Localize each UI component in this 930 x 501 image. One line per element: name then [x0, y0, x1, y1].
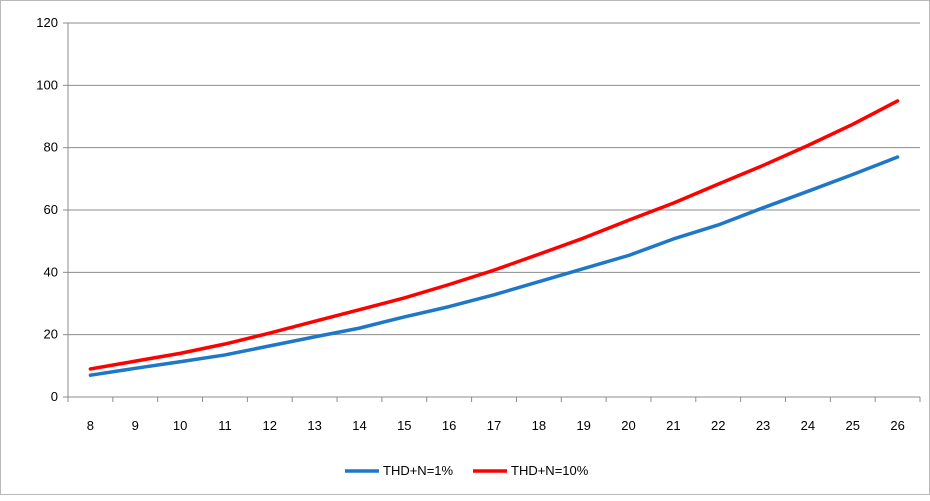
x-tick-label: 21	[666, 418, 680, 433]
x-tick-label: 17	[487, 418, 501, 433]
y-tick-label: 60	[44, 202, 58, 217]
x-tick-label: 11	[218, 418, 232, 433]
x-tick-label: 12	[263, 418, 277, 433]
y-tick-label: 120	[36, 15, 58, 30]
x-tick-label: 19	[576, 418, 590, 433]
y-tick-label: 20	[44, 327, 58, 342]
x-tick-label: 20	[621, 418, 635, 433]
y-tick-label: 80	[44, 140, 58, 155]
axes: 0 20 40 60 80 100 120 8 9 10 11 12 13 14 15 16 17 18 19 20 2…	[36, 15, 921, 433]
y-tick-label: 0	[51, 389, 58, 404]
y-tick-label: 40	[44, 264, 58, 279]
legend-item: THD+N=1%	[345, 463, 454, 478]
series-lines	[88, 99, 900, 377]
legend-label: THD+N=10%	[511, 463, 589, 478]
legend: THD+N=1% THD+N=10%	[345, 463, 589, 478]
gridlines	[68, 22, 920, 336]
x-tick-label: 18	[532, 418, 546, 433]
x-tick-label: 25	[846, 418, 860, 433]
x-tick-label: 24	[801, 418, 815, 433]
legend-item: THD+N=10%	[473, 463, 589, 478]
x-tick-label: 8	[87, 418, 94, 433]
x-tick-label: 16	[442, 418, 456, 433]
x-tick-label: 14	[352, 418, 366, 433]
y-tick-label: 100	[36, 77, 58, 92]
x-tick-label: 26	[890, 418, 904, 433]
x-tick-label: 9	[132, 418, 139, 433]
series-line-2	[88, 99, 900, 371]
x-tick-label: 22	[711, 418, 725, 433]
x-tick-label: 10	[173, 418, 187, 433]
series-line-1	[88, 155, 900, 377]
legend-label: THD+N=1%	[383, 463, 454, 478]
x-tick-label: 15	[397, 418, 411, 433]
x-tick-label: 23	[756, 418, 770, 433]
x-tick-label: 13	[307, 418, 321, 433]
